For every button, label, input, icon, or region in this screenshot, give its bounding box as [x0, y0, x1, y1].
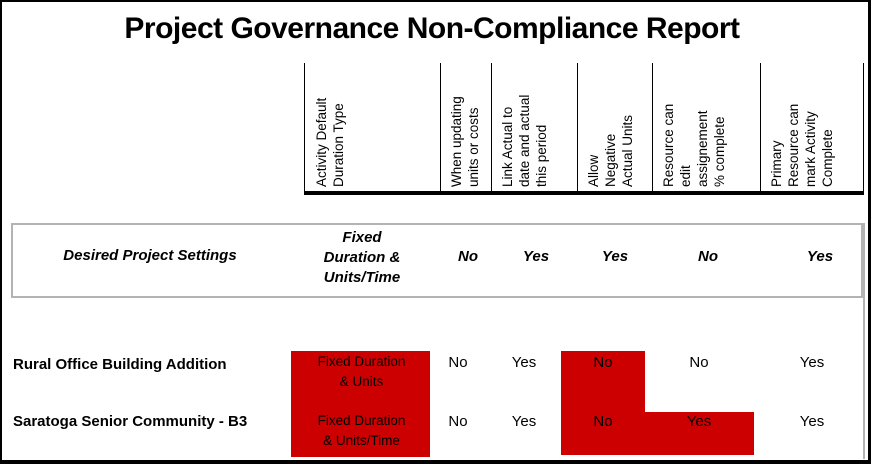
- column-divider: [440, 63, 441, 192]
- project-cell-primary-resource: Yes: [799, 413, 825, 430]
- project-cell-primary-resource: Yes: [799, 354, 825, 371]
- desired-value-updating-units: No: [458, 248, 478, 265]
- column-header-when-updating-units-or-costs: When updating units or costs: [449, 96, 481, 187]
- project-cell-negative-units: No: [593, 413, 613, 430]
- desired-value-negative-units: Yes: [601, 248, 629, 265]
- column-divider: [760, 63, 761, 192]
- noncompliance-highlight-duration-type: [291, 351, 430, 457]
- report-title: Project Governance Non-Compliance Report: [124, 12, 740, 45]
- project-cell-duration-type: Fixed Duration & Units: [317, 354, 406, 389]
- desired-value-link-actual: Yes: [522, 248, 550, 265]
- project-cell-link-actual: Yes: [511, 354, 537, 371]
- column-header-resource-can-edit-assignment: Resource can edit assignement % complete: [661, 103, 727, 187]
- column-header-primary-resource-mark-complete: Primary Resource can mark Activity Compl…: [769, 103, 835, 187]
- table-right-border: [863, 223, 865, 459]
- desired-value-primary-resource: Yes: [806, 248, 834, 265]
- desired-value-resource-edit: No: [698, 248, 718, 265]
- column-header-activity-default-duration-type: Activity Default Duration Type: [314, 97, 346, 187]
- column-divider: [577, 63, 578, 192]
- noncompliance-highlight-negative-units: [561, 351, 645, 455]
- column-divider: [304, 63, 305, 192]
- column-header-link-actual-to-date: Link Actual to date and actual this peri…: [500, 94, 549, 187]
- desired-settings-box: [11, 223, 863, 298]
- project-cell-link-actual: Yes: [511, 413, 537, 430]
- column-divider: [652, 63, 653, 192]
- noncompliance-highlight-resource-edit: [645, 412, 754, 455]
- project-cell-resource-edit: No: [689, 354, 709, 371]
- project-row-name: Saratoga Senior Community - B3: [13, 413, 248, 430]
- column-divider: [491, 63, 492, 192]
- project-row-name: Rural Office Building Addition: [13, 356, 227, 373]
- project-cell-duration-type: Fixed Duration & Units/Time: [317, 413, 406, 448]
- project-cell-negative-units: No: [593, 354, 613, 371]
- project-cell-updating-units: No: [448, 413, 468, 430]
- column-header-allow-negative-actual-units: Allow Negative Actual Units: [586, 114, 635, 187]
- header-underline: [304, 191, 864, 195]
- project-cell-resource-edit: Yes: [686, 413, 712, 430]
- column-divider: [863, 63, 864, 192]
- desired-value-duration-type: Fixed Duration & Units/Time: [323, 229, 401, 286]
- project-cell-updating-units: No: [448, 354, 468, 371]
- desired-settings-label: Desired Project Settings: [63, 247, 237, 264]
